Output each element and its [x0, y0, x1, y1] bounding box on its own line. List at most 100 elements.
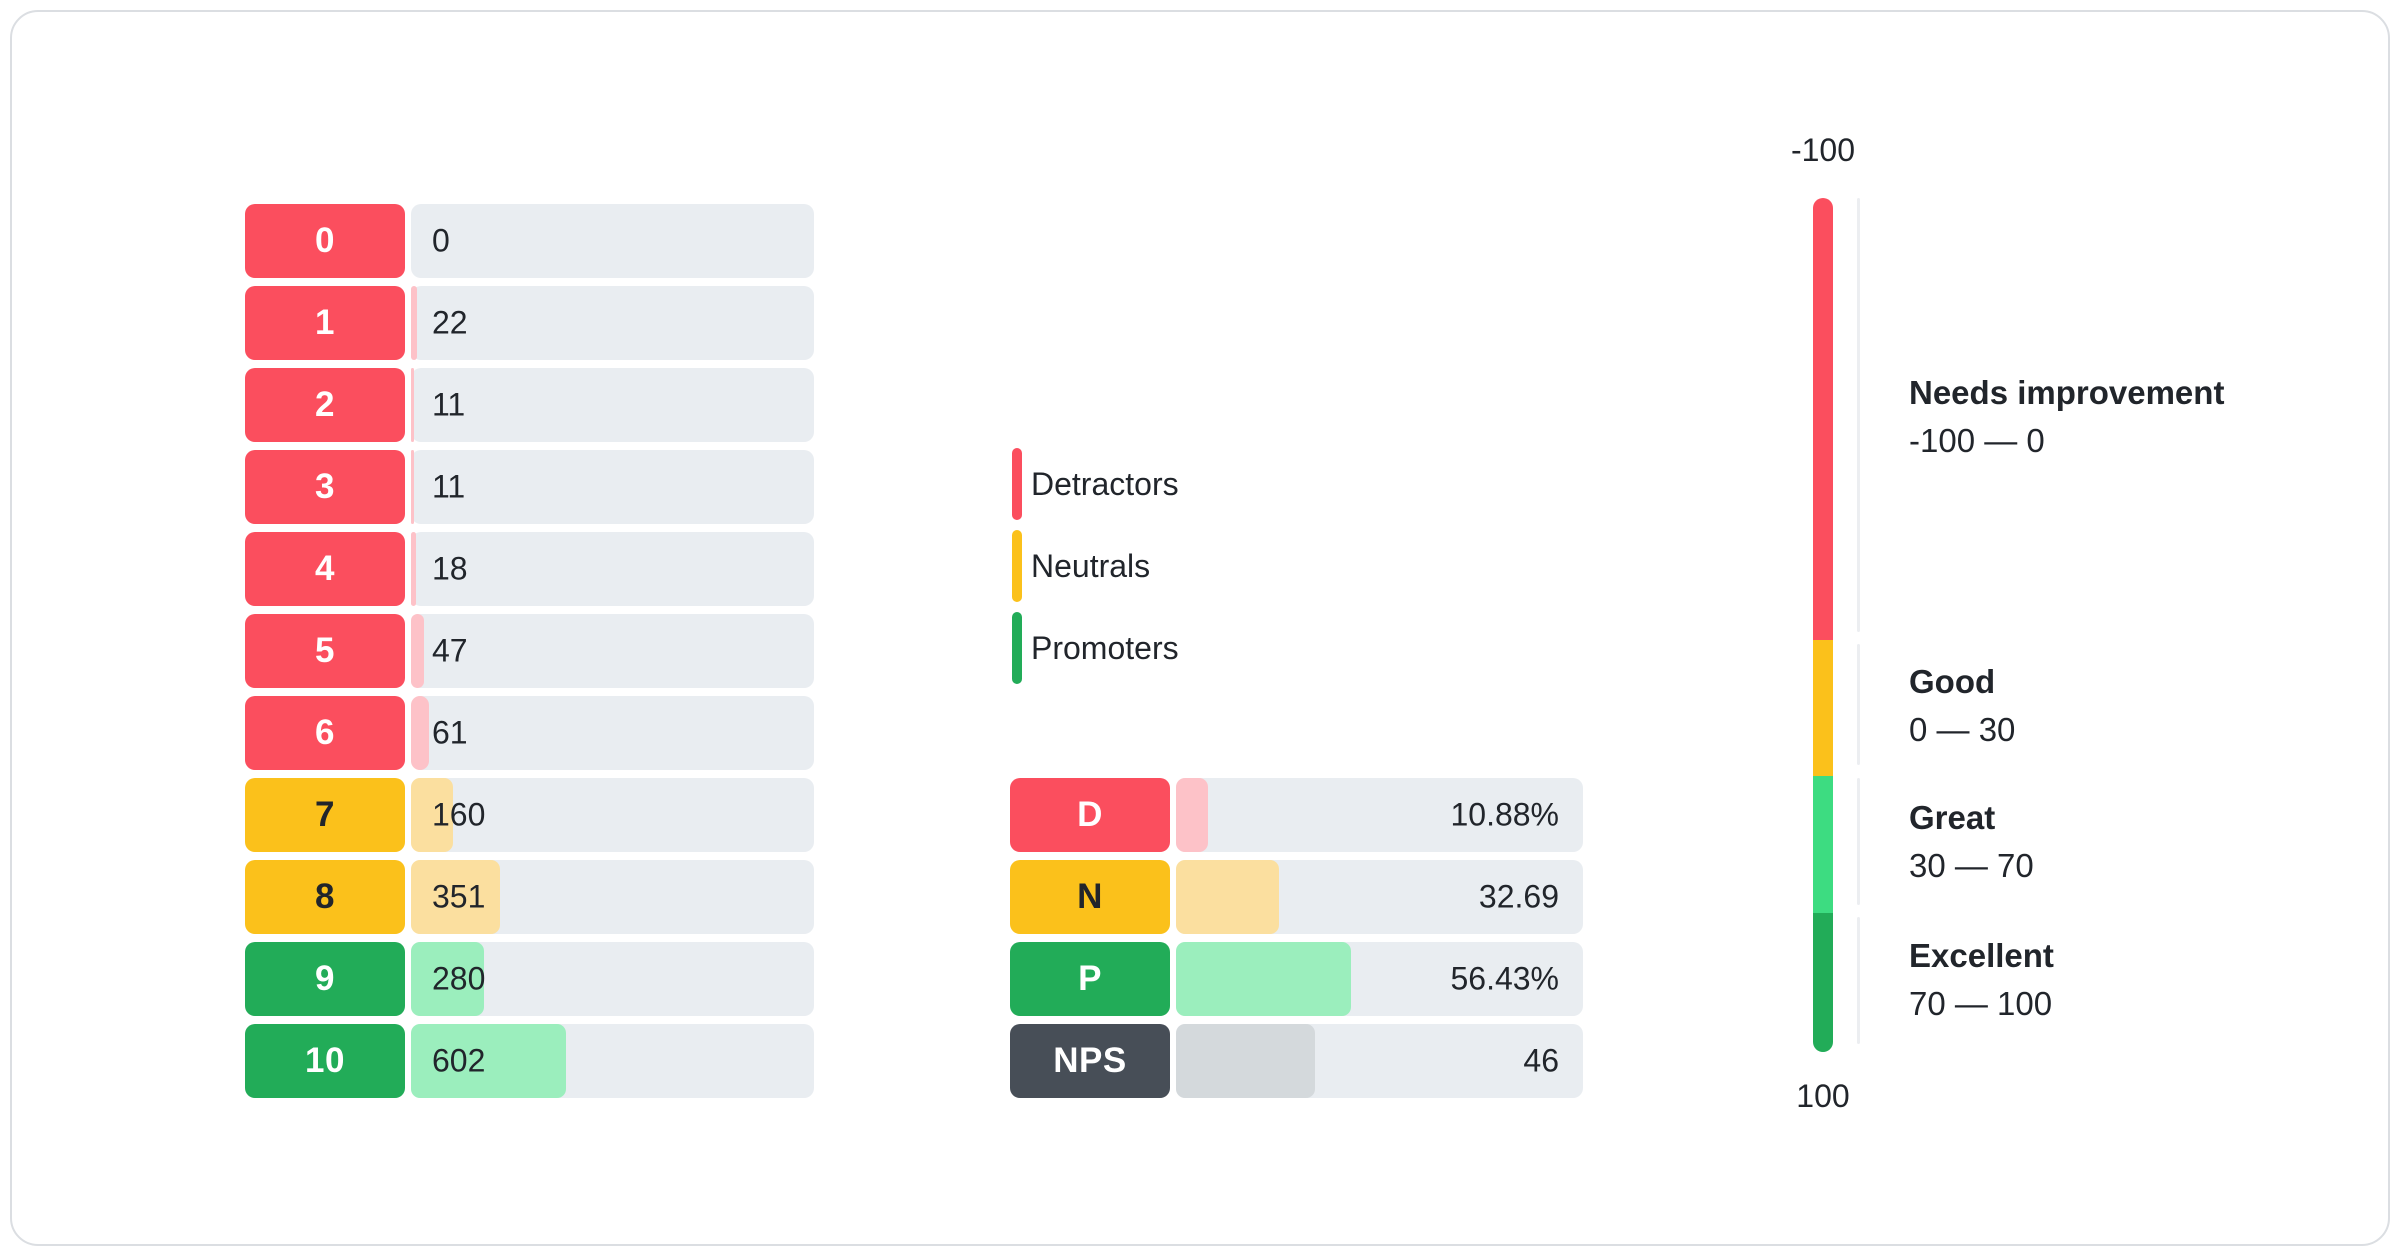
score-value-4: 18: [432, 550, 468, 587]
score-badge-10: 10: [245, 1024, 405, 1098]
score-value-8: 351: [432, 878, 486, 915]
score-badge-4: 4: [245, 532, 405, 606]
score-badge-3: 3: [245, 450, 405, 524]
score-fill-2: [411, 368, 415, 442]
neutrals-legend-swatch-icon: [1012, 530, 1022, 602]
score-track-0: 0: [411, 204, 814, 278]
range-values: 70 — 100: [1909, 985, 2053, 1022]
gauge-segment-good: [1813, 640, 1833, 776]
summary-track-p: 56.43%: [1176, 942, 1583, 1016]
score-track-8: 351: [411, 860, 814, 934]
gauge-range-great: Great 30 — 70: [1909, 798, 2329, 886]
score-badge-1: 1: [245, 286, 405, 360]
summary-track-d: 10.88%: [1176, 778, 1583, 852]
summary-value-d: 10.88%: [1450, 796, 1559, 833]
distribution-row-6: 6 61: [245, 696, 814, 770]
score-fill-8: [411, 860, 500, 934]
score-fill-4: [411, 532, 417, 606]
range-title: Great: [1909, 799, 1996, 836]
summary-fill-n: [1176, 860, 1279, 934]
legend-item-promoters[interactable]: Promoters: [1012, 612, 1179, 684]
score-fill-10: [411, 1024, 567, 1098]
distribution-row-8: 8 351: [245, 860, 814, 934]
score-fill-1: [411, 286, 418, 360]
distribution-row-3: 3 11: [245, 450, 814, 524]
score-track-10: 602: [411, 1024, 814, 1098]
summary-fill-nps: [1176, 1024, 1316, 1098]
score-value-3: 11: [432, 468, 466, 505]
nps-widget-card: 0 0 1 22 2 11 3 11: [10, 10, 2390, 1246]
summary-badge-n: N: [1010, 860, 1170, 934]
legend-label-neutrals: Neutrals: [1031, 547, 1151, 584]
score-track-6: 61: [411, 696, 814, 770]
nps-summary-chart: D 10.88% N 32.69 P 56.43% NPS 46: [1010, 778, 1583, 1106]
summary-value-n: 32.69: [1478, 878, 1559, 915]
score-fill-9: [411, 942, 484, 1016]
summary-row-neutrals: N 32.69: [1010, 860, 1583, 934]
legend-item-detractors[interactable]: Detractors: [1012, 448, 1179, 520]
range-values: 30 — 70: [1909, 847, 2034, 884]
summary-fill-d: [1176, 778, 1209, 852]
score-value-9: 280: [432, 960, 486, 997]
gauge-tick-needs-improvement: [1857, 198, 1860, 632]
score-track-7: 160: [411, 778, 814, 852]
legend-label-promoters: Promoters: [1031, 629, 1179, 666]
score-value-5: 47: [432, 632, 468, 669]
distribution-row-1: 1 22: [245, 286, 814, 360]
gauge-segment-great: [1813, 776, 1833, 913]
distribution-row-9: 9 280: [245, 942, 814, 1016]
score-value-0: 0: [432, 222, 450, 259]
score-track-3: 11: [411, 450, 814, 524]
range-values: 0 — 30: [1909, 711, 2016, 748]
score-track-2: 11: [411, 368, 814, 442]
summary-row-promoters: P 56.43%: [1010, 942, 1583, 1016]
score-track-1: 22: [411, 286, 814, 360]
score-value-10: 602: [432, 1042, 486, 1079]
score-badge-0: 0: [245, 204, 405, 278]
distribution-row-5: 5 47: [245, 614, 814, 688]
score-value-1: 22: [432, 304, 468, 341]
score-value-7: 160: [432, 796, 486, 833]
nps-gauge-bar: [1813, 198, 1833, 1052]
score-badge-8: 8: [245, 860, 405, 934]
gauge-segment-excellent: [1813, 913, 1833, 1052]
score-track-5: 47: [411, 614, 814, 688]
score-distribution-chart: 0 0 1 22 2 11 3 11: [245, 204, 814, 1106]
score-track-9: 280: [411, 942, 814, 1016]
legend-item-neutrals[interactable]: Neutrals: [1012, 530, 1179, 602]
distribution-row-0: 0 0: [245, 204, 814, 278]
score-badge-7: 7: [245, 778, 405, 852]
score-badge-9: 9: [245, 942, 405, 1016]
summary-badge-d: D: [1010, 778, 1170, 852]
range-values: -100 — 0: [1909, 422, 2045, 459]
detractors-legend-swatch-icon: [1012, 448, 1022, 520]
summary-row-nps: NPS 46: [1010, 1024, 1583, 1098]
score-badge-5: 5: [245, 614, 405, 688]
summary-value-p: 56.43%: [1450, 960, 1559, 997]
gauge-range-needs-improvement: Needs improvement -100 — 0: [1909, 373, 2329, 461]
distribution-row-7: 7 160: [245, 778, 814, 852]
score-value-6: 61: [432, 714, 468, 751]
summary-track-nps: 46: [1176, 1024, 1583, 1098]
score-fill-3: [411, 450, 415, 524]
summary-row-detractors: D 10.88%: [1010, 778, 1583, 852]
distribution-row-10: 10 602: [245, 1024, 814, 1098]
gauge-max-label: -100: [1790, 132, 1856, 168]
distribution-row-2: 2 11: [245, 368, 814, 442]
score-value-2: 11: [432, 386, 466, 423]
summary-track-n: 32.69: [1176, 860, 1583, 934]
score-fill-5: [411, 614, 424, 688]
legend-label-detractors: Detractors: [1031, 465, 1179, 502]
range-title: Excellent: [1909, 937, 2054, 974]
gauge-tick-great: [1857, 778, 1860, 905]
distribution-row-4: 4 18: [245, 532, 814, 606]
gauge-min-label: 100: [1796, 1078, 1850, 1114]
promoters-legend-swatch-icon: [1012, 612, 1022, 684]
summary-value-nps: 46: [1523, 1042, 1559, 1079]
gauge-tick-good: [1857, 644, 1860, 765]
summary-badge-nps: NPS: [1010, 1024, 1170, 1098]
gauge-range-good: Good 0 — 30: [1909, 662, 2329, 750]
score-badge-6: 6: [245, 696, 405, 770]
range-title: Good: [1909, 663, 1996, 700]
legend: Detractors Neutrals Promoters: [1012, 448, 1179, 694]
